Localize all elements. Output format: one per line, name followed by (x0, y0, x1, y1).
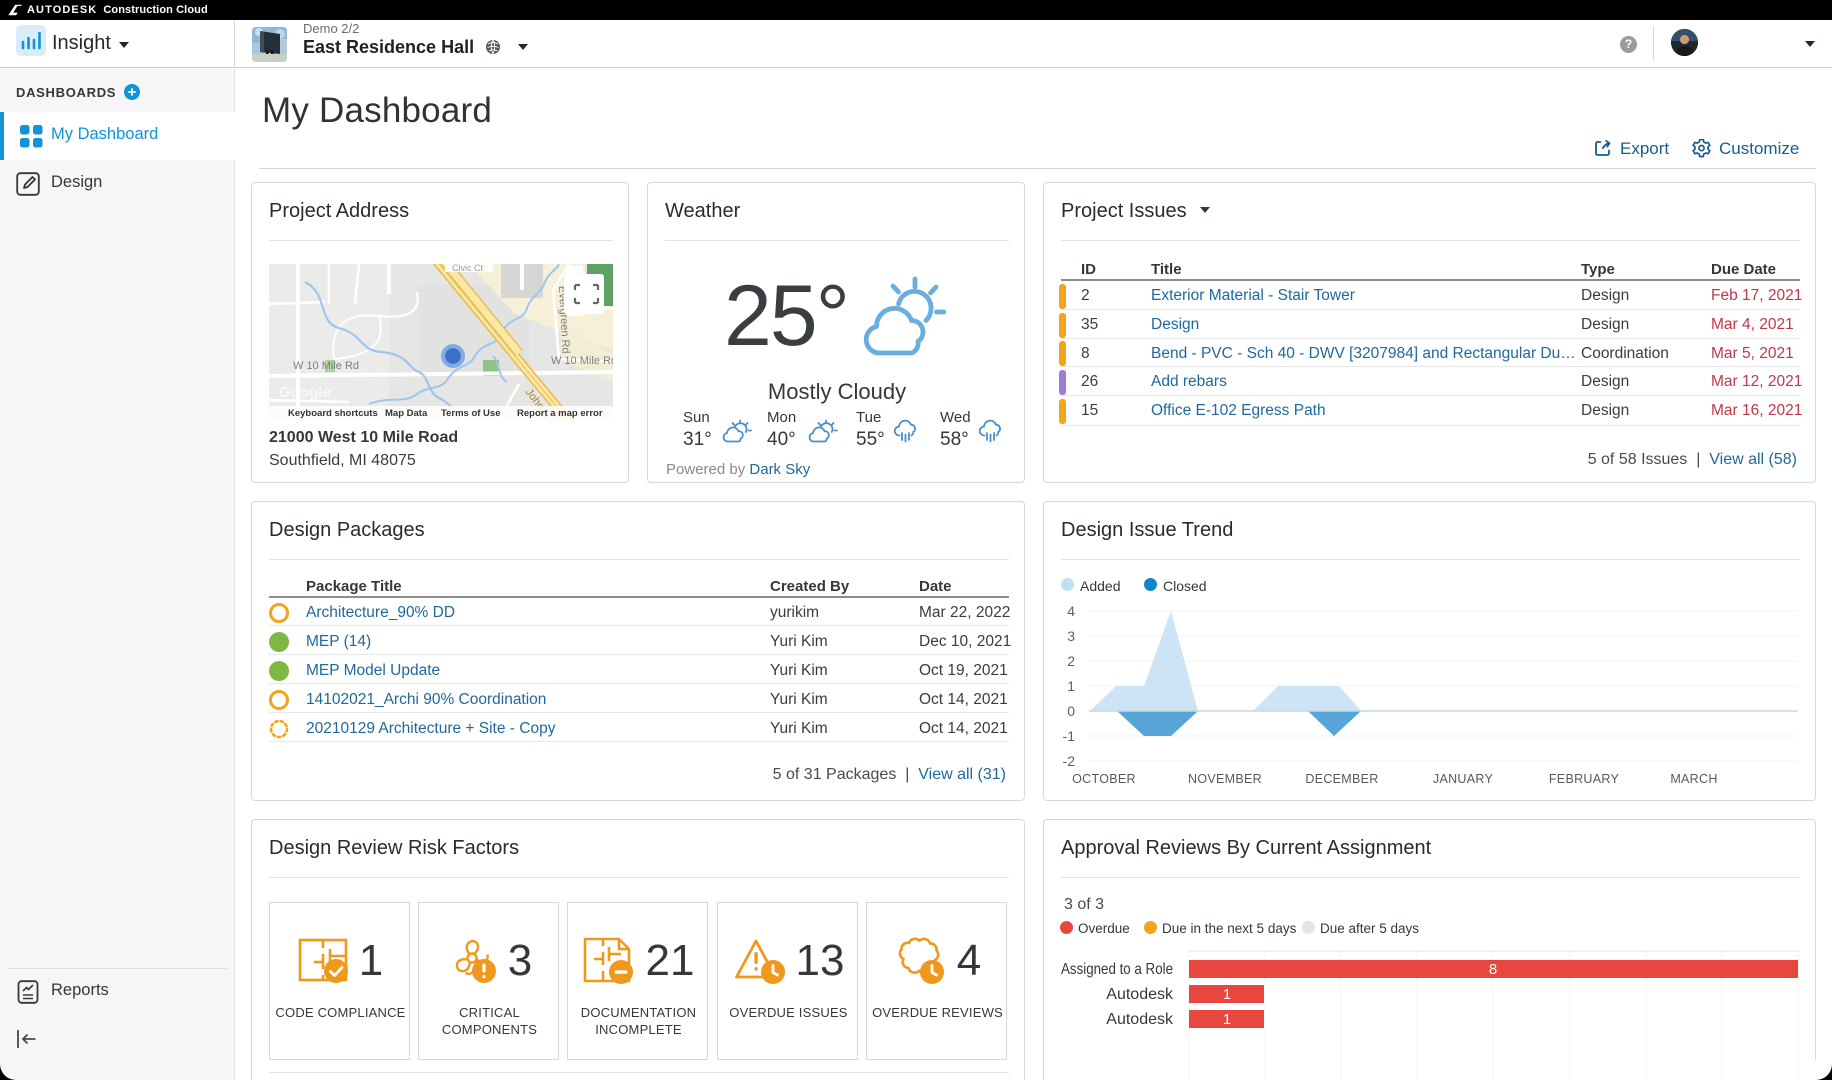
svg-text:Autodesk: Autodesk (1106, 986, 1174, 1003)
svg-text:-1: -1 (1063, 728, 1076, 744)
svg-text:Map Data: Map Data (385, 408, 428, 419)
svg-text:Terms of Use: Terms of Use (441, 408, 500, 419)
svg-text:-2: -2 (1063, 753, 1076, 769)
svg-text:OCTOBER: OCTOBER (1072, 772, 1136, 786)
svg-text:8: 8 (1489, 961, 1497, 978)
svg-text:Civic Ct: Civic Ct (452, 264, 483, 273)
svg-text:W 10 Mile Rd: W 10 Mile Rd (551, 355, 613, 367)
svg-text:Keyboard shortcuts: Keyboard shortcuts (288, 408, 378, 419)
svg-text:NOVEMBER: NOVEMBER (1188, 772, 1262, 786)
svg-text:MARCH: MARCH (1670, 772, 1717, 786)
svg-text:FEBRUARY: FEBRUARY (1549, 772, 1620, 786)
svg-text:Assigned to a Role: Assigned to a Role (1061, 961, 1173, 978)
svg-text:3: 3 (1067, 628, 1075, 644)
svg-text:DECEMBER: DECEMBER (1305, 772, 1378, 786)
svg-text:1: 1 (1067, 678, 1075, 694)
svg-text:Report a map error: Report a map error (517, 408, 603, 419)
svg-text:W 10 Mile Rd: W 10 Mile Rd (293, 360, 359, 372)
svg-text:4: 4 (1067, 603, 1075, 619)
svg-text:Autodesk: Autodesk (1106, 1011, 1174, 1028)
svg-text:1: 1 (1223, 1011, 1231, 1028)
svg-text:0: 0 (1067, 703, 1075, 719)
svg-text:2: 2 (1067, 653, 1075, 669)
svg-text:JANUARY: JANUARY (1433, 772, 1494, 786)
svg-text:1: 1 (1223, 986, 1231, 1003)
svg-text:Google: Google (279, 384, 331, 401)
